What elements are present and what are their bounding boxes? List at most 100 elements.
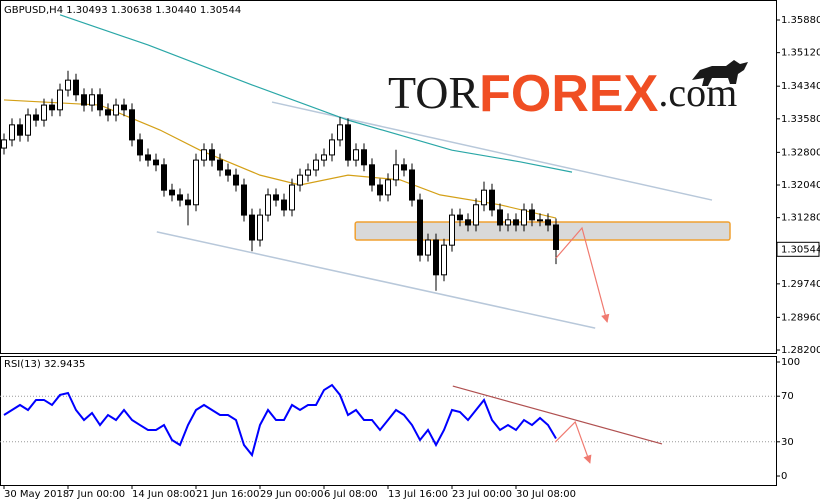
y-tick-label: 1.33580 [781, 114, 820, 125]
candle-body [385, 179, 391, 196]
candle-body [281, 199, 287, 211]
candle-body [49, 104, 55, 111]
candle-body [225, 169, 231, 176]
y-tick-label: 1.31280 [781, 213, 820, 224]
candle-body [137, 139, 143, 156]
x-tick-label: 29 Jun 00:00 [260, 489, 324, 500]
candle-body [129, 109, 135, 141]
chart-title: GBPUSD,H4 1.30493 1.30638 1.30440 1.3054… [4, 5, 241, 16]
candle-body [521, 209, 527, 226]
candle-body [369, 164, 375, 186]
candle-body [297, 174, 303, 186]
x-tick-label: 6 Jul 08:00 [324, 489, 378, 500]
candle-body [265, 194, 271, 216]
candle-body [113, 104, 119, 116]
candle-body [57, 89, 63, 111]
candle-body [97, 94, 103, 111]
y-tick-label: 1.32040 [781, 180, 820, 191]
x-tick-label: 30 May 2018 [4, 489, 69, 500]
candle-body [449, 214, 455, 246]
candle-body [505, 219, 511, 226]
candle-body [25, 114, 31, 136]
candle-body [361, 149, 367, 166]
candle-body [17, 124, 23, 136]
candle-body [377, 184, 383, 196]
candle-body [329, 139, 335, 156]
logo-text: TORFOREX.com [388, 65, 737, 123]
candle-body [169, 189, 175, 196]
candle-body [233, 174, 239, 186]
candle-body [465, 219, 471, 226]
current-price-label: 1.30544 [781, 244, 820, 255]
candle-body [481, 189, 487, 206]
candle-body [209, 149, 215, 161]
y-tick-label: 1.32800 [781, 147, 820, 158]
logo-prefix: TOR [388, 67, 479, 118]
x-tick-label: 23 Jul 00:00 [452, 489, 512, 500]
candle-body [353, 149, 359, 161]
candle-body [177, 194, 183, 201]
candle-body [337, 124, 343, 141]
candle-body [201, 149, 207, 161]
candle-body [313, 159, 319, 171]
logo: TORFOREX.com [388, 60, 748, 123]
candle-body [433, 239, 439, 276]
x-tick-label: 14 Jun 08:00 [132, 489, 196, 500]
candle-body [41, 104, 47, 121]
current-price-box [776, 241, 820, 257]
candle-body [425, 239, 431, 256]
candle-body [345, 124, 351, 161]
candle-body [497, 209, 503, 226]
candle-body [33, 114, 39, 121]
y-tick-label: 1.28960 [781, 312, 820, 323]
x-tick-label: 30 Jul 08:00 [516, 489, 576, 500]
candle-body [257, 214, 263, 241]
candle-body [489, 189, 495, 211]
logo-bull [692, 60, 748, 86]
candle-body [193, 159, 199, 206]
candle-body [393, 164, 399, 181]
candle-body [545, 219, 551, 226]
candle-body [513, 219, 519, 226]
y-tick-label: 0 [781, 471, 787, 482]
candle-body [241, 184, 247, 216]
candle-body [73, 79, 79, 96]
x-tick-label: 7 Jun 00:00 [68, 489, 125, 500]
candle-body [121, 104, 127, 111]
y-tick-label: 1.29740 [781, 279, 820, 290]
candle-body [1, 139, 7, 149]
candle-body [441, 244, 447, 276]
candle-body [185, 199, 191, 206]
x-tick-label: 21 Jun 16:00 [196, 489, 260, 500]
candle-body [529, 209, 535, 221]
y-tick-label: 100 [781, 357, 800, 368]
y-tick-label: 30 [781, 437, 794, 448]
y-tick-label: 1.35880 [781, 15, 820, 26]
candle-body [249, 214, 255, 241]
candle-body [105, 109, 111, 116]
y-tick-label: 70 [781, 391, 794, 402]
candle-body [457, 214, 463, 221]
y-tick-label: 1.35120 [781, 48, 820, 59]
candle-body [153, 159, 159, 166]
candle-body [289, 184, 295, 211]
candle-body [417, 199, 423, 256]
candle-body [145, 154, 151, 161]
candle-body [401, 164, 407, 171]
candle-body [161, 164, 167, 191]
arrow [554, 420, 592, 464]
y-tick-label: 1.34340 [781, 81, 820, 92]
trendline [452, 385, 663, 445]
y-tick-label: 1.28200 [781, 345, 820, 356]
candle-body [409, 169, 415, 201]
logo-brand: FOREX [479, 65, 658, 123]
trendline [156, 231, 596, 329]
candle-body [553, 224, 559, 250]
x-tick-label: 13 Jul 16:00 [388, 489, 448, 500]
candle-body [9, 124, 15, 141]
candle-body [473, 204, 479, 226]
candle-body [273, 194, 279, 201]
candle-body [217, 159, 223, 171]
zone [354, 221, 731, 241]
